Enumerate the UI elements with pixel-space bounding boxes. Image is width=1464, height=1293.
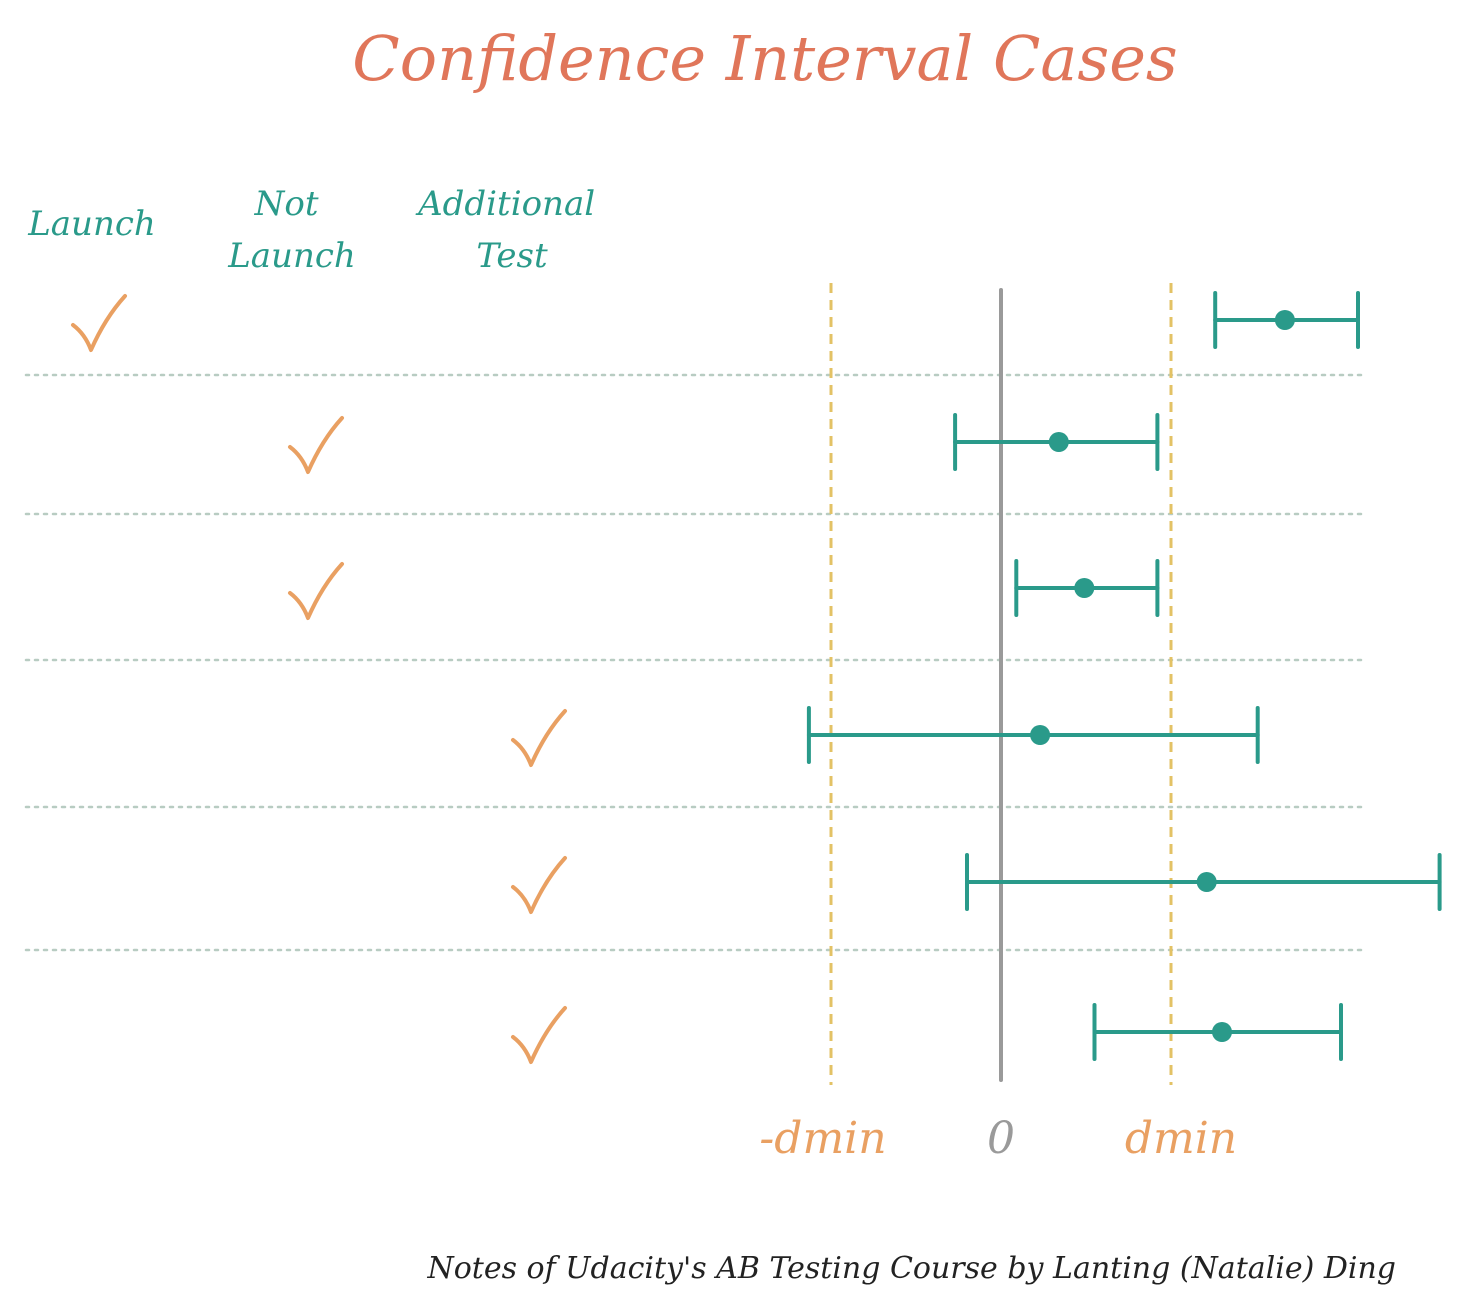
checkmark-icon [71,294,127,352]
column-header-launch: Launch [27,204,156,244]
column-header-additional-test-line-1: Additional [415,184,595,224]
column-headers: Launch Not Launch Additional Test [27,184,606,276]
interval-case [71,291,1360,352]
point-estimate [1074,578,1095,598]
column-header-not-launch: Not Launch [227,184,356,276]
column-header-not-launch-line-2: Launch [227,236,356,276]
interval-case [288,559,1160,620]
axis-labels: -dmin 0 dmin [759,1113,1237,1164]
point-estimate [1212,1022,1232,1042]
credit-caption: Notes of Udacity's AB Testing Course by … [426,1251,1396,1286]
reference-lines [829,283,1173,1085]
point-estimate [1048,432,1069,452]
interval-case [288,413,1160,474]
point-estimate [1196,872,1217,892]
interval-case [511,706,1260,767]
interval-cases [71,291,1442,1064]
point-estimate [1030,725,1051,745]
interval-case [511,1003,1343,1064]
row-separators [24,373,1368,952]
point-estimate [1274,310,1295,330]
dmin-label: dmin [1125,1113,1237,1164]
column-header-additional-test: Additional Test [415,184,606,276]
column-header-additional-test-line-2: Test [476,236,548,276]
neg-dmin-label: -dmin [759,1113,886,1164]
interval-case [511,853,1442,914]
checkmark-icon [511,1006,567,1064]
zero-label: 0 [987,1113,1015,1164]
checkmark-icon [511,709,567,767]
page-title: Confidence Interval Cases [352,22,1177,95]
checkmark-icon [288,416,344,474]
column-header-not-launch-line-1: Not [254,184,319,224]
checkmark-icon [288,562,344,620]
checkmark-icon [511,856,567,914]
